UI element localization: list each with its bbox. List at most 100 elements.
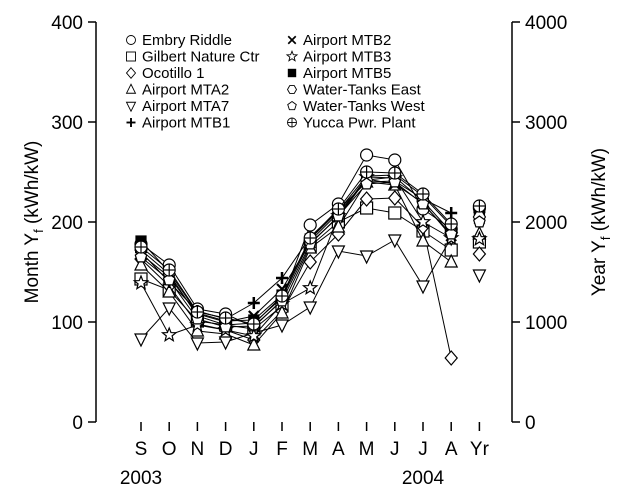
data-point: [246, 336, 261, 351]
legend-item: Airport MTB1: [126, 115, 230, 132]
yearly-data-point: [472, 199, 486, 213]
data-point: [301, 279, 319, 296]
data-point: [134, 333, 148, 348]
data-point: [331, 218, 346, 233]
data-point: [303, 218, 317, 232]
data-point: [275, 319, 289, 334]
right-y-tick-label: 1000: [525, 313, 567, 334]
legend-item: Airport MTB5: [287, 65, 391, 82]
data-point: [360, 165, 374, 179]
right-y-axis: 0 1000 2000 3000 4000: [512, 13, 567, 434]
data-point: [276, 272, 288, 284]
left-y-tick-label: 300: [51, 113, 83, 134]
legend-marker: [125, 67, 137, 79]
data-point: [360, 177, 374, 190]
x-tick-label: A: [445, 439, 458, 460]
yearly-data-point: [472, 215, 486, 228]
x-tick-label: J: [390, 439, 400, 460]
x-tick-label: M: [302, 439, 318, 460]
data-point: [219, 311, 233, 325]
legend-label: Yucca Pwr. Plant: [303, 115, 416, 132]
data-point: [247, 317, 261, 331]
yearly-data-point: [472, 246, 487, 262]
left-y-tick-label: 100: [51, 313, 83, 334]
x-tick-label: Yr: [470, 439, 490, 460]
legend-marker: [126, 35, 136, 45]
x-tick-label: D: [219, 439, 233, 460]
legend-marker: [287, 68, 297, 78]
legend-item: Embry Riddle: [126, 32, 232, 49]
legend-marker: [126, 51, 136, 62]
right-y-tick-label: 0: [525, 413, 536, 434]
data-point: [388, 190, 402, 206]
data-point: [388, 153, 402, 167]
data-point: [303, 301, 318, 316]
x-tick-label: J: [418, 439, 428, 460]
x-tick-label: F: [276, 439, 288, 460]
data-point: [134, 240, 148, 254]
data-point: [388, 206, 402, 220]
data-point: [387, 234, 402, 249]
left-y-tick-label: 200: [51, 213, 83, 234]
legend-marker: [125, 101, 137, 113]
data-point: [416, 187, 430, 201]
data-point: [162, 263, 176, 277]
legend-item: Airport MTB3: [285, 49, 391, 66]
series-2: [134, 190, 487, 366]
legend-marker: [286, 85, 298, 94]
legend-marker: [126, 118, 136, 127]
right-y-tick-label: 2000: [525, 213, 567, 234]
data-point: [160, 326, 178, 343]
x-tick-label: J: [249, 439, 259, 460]
data-point: [275, 289, 289, 303]
data-point: [190, 337, 205, 352]
series-line: [140, 174, 452, 322]
series-11: [134, 165, 486, 331]
data-point: [331, 245, 346, 260]
x-tick-label: O: [162, 439, 177, 460]
legend-label: Water-Tanks East: [303, 82, 422, 99]
legend-label: Airport MTA7: [142, 98, 229, 115]
data-point: [359, 250, 374, 265]
data-point: [414, 213, 432, 230]
right-axis-title-sub: f: [598, 236, 613, 240]
legend-item: Airport MTA7: [125, 98, 229, 115]
data-point: [134, 256, 148, 271]
right-axis-title-main: Year Y: [589, 240, 610, 296]
series-layer: [132, 148, 488, 366]
legend-label: Ocotillo 1: [142, 65, 205, 82]
series-line: [140, 176, 452, 326]
legend-item: Water-Tanks East: [286, 82, 422, 99]
legend-item: Ocotillo 1: [125, 65, 205, 82]
legend-label: Airport MTB5: [303, 65, 391, 82]
data-point: [132, 274, 150, 291]
data-point: [303, 254, 317, 270]
data-point: [247, 297, 260, 309]
legend-marker: [287, 100, 297, 111]
data-point: [444, 253, 459, 268]
yearly-data-point: [471, 230, 488, 247]
data-point: [416, 232, 430, 247]
left-axis-title-unit: (kWh/kW): [22, 141, 43, 230]
legend-label: Embry Riddle: [142, 32, 232, 49]
data-point: [445, 207, 458, 219]
legend-marker: [125, 83, 137, 94]
legend-label: Airport MTB1: [142, 115, 230, 132]
data-point: [359, 191, 374, 207]
data-point: [388, 166, 402, 180]
legend-label: Gilbert Nature Ctr: [142, 49, 260, 66]
left-y-tick-label: 400: [51, 13, 83, 34]
legend-marker: [287, 117, 297, 128]
data-point: [245, 327, 263, 344]
left-y-axis: 0 100 200 300 400: [51, 13, 96, 434]
data-point: [162, 283, 177, 298]
left-y-tick-label: 0: [72, 413, 83, 434]
yearly-data-point: [472, 269, 487, 284]
x-tick-label: A: [332, 439, 345, 460]
legend-item: Water-Tanks West: [287, 98, 426, 115]
legend-label: Airport MTB3: [303, 49, 391, 66]
left-axis-title-sub: f: [31, 229, 46, 233]
